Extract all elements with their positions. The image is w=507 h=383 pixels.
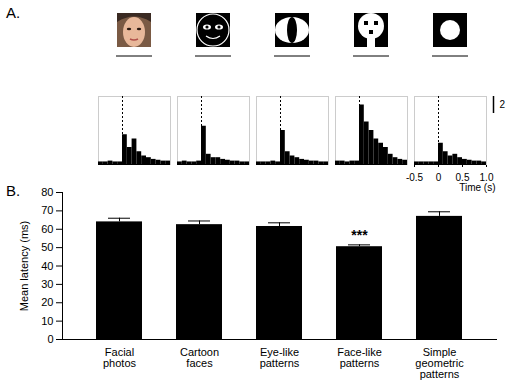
svg-text:40: 40 xyxy=(41,260,53,272)
svg-text:Facialphotos: Facialphotos xyxy=(103,346,137,369)
svg-text:Cartoonfaces: Cartoonfaces xyxy=(180,346,219,369)
html-text:B.: B. xyxy=(6,182,21,199)
svg-text:Face-likepatterns: Face-likepatterns xyxy=(337,346,382,369)
svg-text:0.5: 0.5 xyxy=(455,171,470,183)
svg-text:60: 60 xyxy=(41,223,53,235)
svg-text:Mean latency (ms): Mean latency (ms) xyxy=(18,221,30,311)
svg-text:10: 10 xyxy=(41,315,53,327)
svg-text:80: 80 xyxy=(41,186,53,198)
svg-text:50: 50 xyxy=(41,241,53,253)
svg-text:1.0: 1.0 xyxy=(479,171,494,183)
svg-text:0: 0 xyxy=(436,172,442,183)
html-text:A.: A. xyxy=(6,4,21,21)
svg-text:Time (s): Time (s) xyxy=(459,182,495,193)
svg-text:***: *** xyxy=(351,227,368,243)
svg-text:20: 20 xyxy=(41,296,53,308)
svg-text:70: 70 xyxy=(41,204,53,216)
svg-text:Eye-likepatterns: Eye-likepatterns xyxy=(260,346,300,369)
svg-text:-0.5: -0.5 xyxy=(406,172,424,183)
svg-text:Simplegeometricpatterns: Simplegeometricpatterns xyxy=(415,346,464,380)
svg-text:0: 0 xyxy=(47,333,53,345)
svg-text:30: 30 xyxy=(41,278,53,290)
svg-text:2: 2 xyxy=(500,99,506,110)
